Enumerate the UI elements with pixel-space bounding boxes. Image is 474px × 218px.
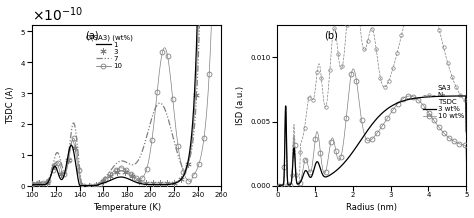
Legend: SA3, N₂, TSDC, 3 wt%, 10 wt%: SA3, N₂, TSDC, 3 wt%, 10 wt% [422,85,465,120]
X-axis label: Radius (nm): Radius (nm) [346,203,397,213]
Text: (a): (a) [85,30,99,40]
Y-axis label: ISD (a.u.): ISD (a.u.) [237,86,246,125]
X-axis label: Temperature (K): Temperature (K) [93,203,161,213]
Legend: 1, 3, 7, 10: 1, 3, 7, 10 [85,34,133,70]
Y-axis label: TSDC (A): TSDC (A) [6,87,15,124]
Text: (b): (b) [325,30,338,40]
